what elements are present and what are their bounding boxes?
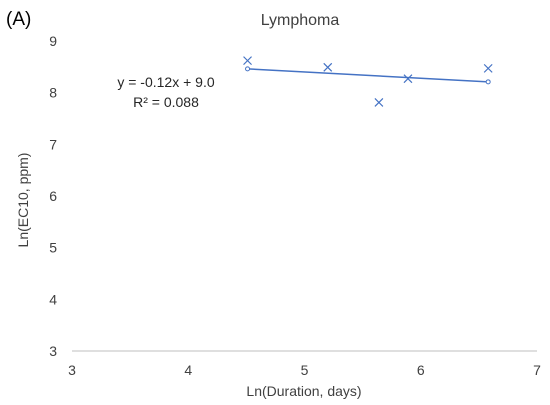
trendline-endpoint (485, 79, 491, 85)
panel-label: (A) (6, 9, 31, 30)
trend-equation: y = -0.12x + 9.0 (117, 74, 214, 90)
data-point-marker (374, 98, 384, 107)
trendline-endpoint (245, 66, 251, 72)
x-tick-label: 7 (533, 362, 541, 378)
r-squared-label: R² = 0.088 (133, 94, 199, 110)
y-axis-label: Ln(EC10, ppm) (15, 153, 31, 248)
y-tick-labels: 3 4 5 6 7 8 9 (49, 33, 57, 359)
y-tick-label: 9 (49, 33, 57, 49)
x-tick-label: 4 (184, 362, 192, 378)
x-axis-label: Ln(Duration, days) (246, 383, 361, 399)
y-tick-label: 7 (49, 136, 57, 152)
y-tick-label: 6 (49, 188, 57, 204)
data-point-marker (243, 56, 252, 66)
data-point-marker (483, 63, 493, 73)
chart-title: Lymphoma (261, 12, 340, 29)
x-tick-label: 6 (417, 362, 425, 378)
trendline (245, 66, 491, 85)
x-tick-label: 5 (301, 362, 309, 378)
data-point-marker (403, 74, 413, 84)
y-tick-label: 5 (49, 240, 57, 256)
y-tick-label: 8 (49, 85, 57, 101)
x-tick-labels: 3 4 5 6 7 (68, 362, 541, 378)
y-tick-label: 3 (49, 343, 57, 359)
data-point-marker (323, 62, 333, 72)
trendline-segment (247, 68, 489, 83)
x-tick-label: 3 (68, 362, 76, 378)
data-points (243, 56, 493, 107)
y-tick-label: 4 (49, 291, 57, 307)
